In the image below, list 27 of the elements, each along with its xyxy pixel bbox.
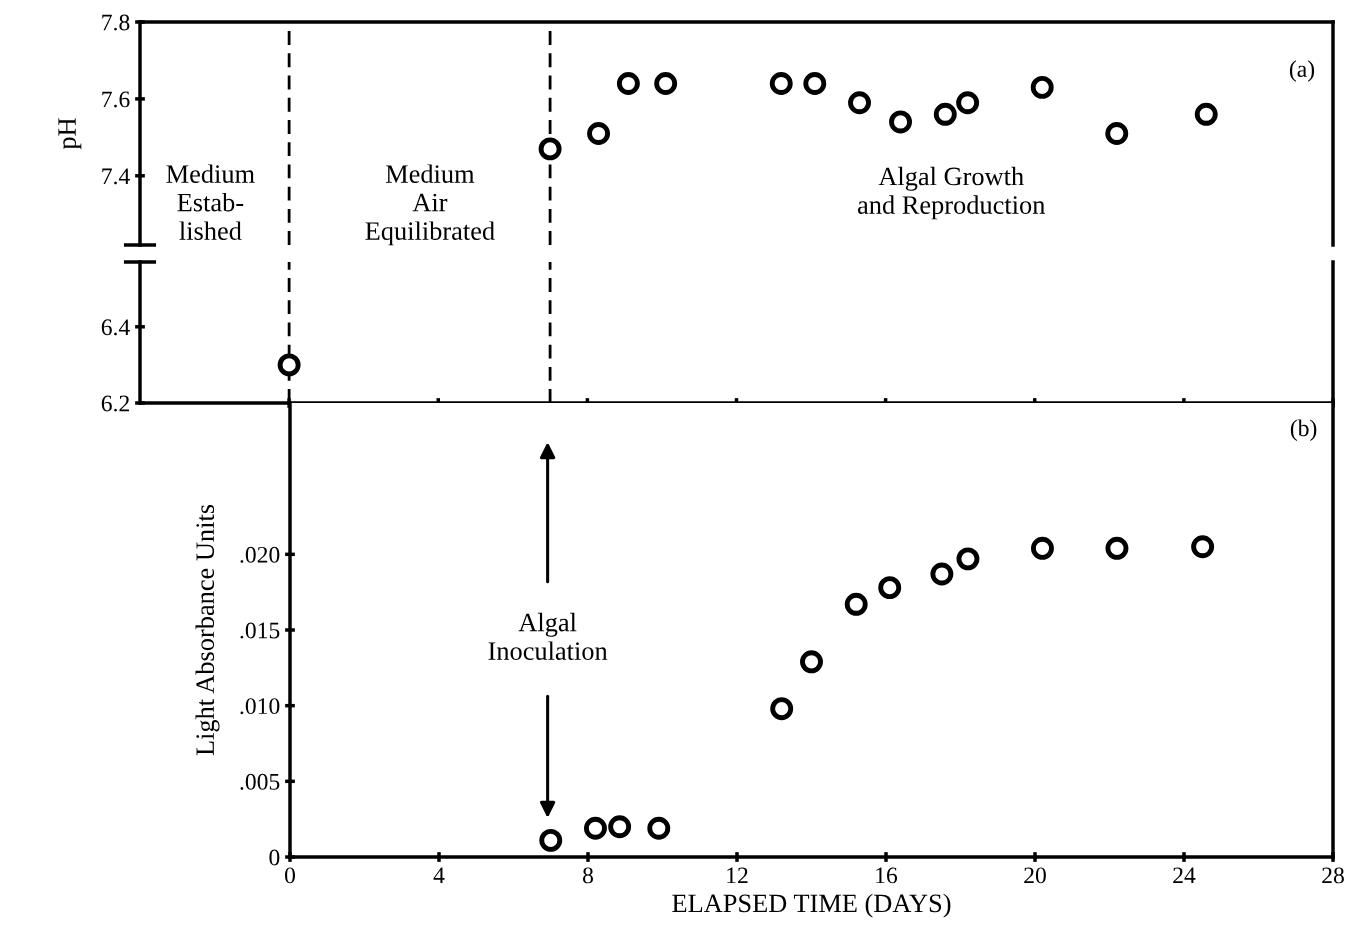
y-tick-label: 0 bbox=[269, 849, 280, 866]
y-axis-title: pH bbox=[58, 118, 82, 150]
y-tick-label: 6.2 bbox=[101, 395, 129, 412]
annotation: (a) bbox=[1289, 60, 1315, 82]
y-tick-label: .015 bbox=[240, 622, 280, 639]
y-tick-label: .010 bbox=[240, 698, 280, 715]
x-tick-label: 20 bbox=[1024, 867, 1046, 884]
y-tick-label: 7.8 bbox=[102, 14, 130, 31]
y-axis-title: Light Absorbance Units bbox=[195, 504, 220, 756]
x-tick-label: 28 bbox=[1322, 867, 1344, 884]
y-tick-label: .005 bbox=[240, 773, 280, 790]
y-tick-label: 7.6 bbox=[102, 91, 130, 108]
x-tick-label: 8 bbox=[583, 867, 593, 884]
y-tick-label: 6.4 bbox=[101, 319, 130, 336]
x-tick-label: 24 bbox=[1173, 867, 1196, 884]
x-tick-label: 12 bbox=[727, 867, 748, 884]
annotation: (b) bbox=[1290, 419, 1317, 441]
annotation: Medium Air Equilibrated bbox=[365, 164, 495, 246]
x-tick-label: 0 bbox=[285, 867, 295, 884]
y-tick-label: .020 bbox=[240, 546, 280, 563]
annotation: Medium Estab- lished bbox=[166, 164, 255, 240]
x-tick-label: 16 bbox=[876, 867, 898, 884]
y-tick-label: 7.4 bbox=[102, 168, 130, 185]
annotation: Algal Inoculation bbox=[488, 612, 608, 660]
annotation: Algal Growth and Reproduction bbox=[857, 166, 1046, 220]
x-axis-title: ELAPSED TIME (DAYS) bbox=[672, 893, 951, 918]
x-tick-label: 4 bbox=[433, 867, 445, 884]
